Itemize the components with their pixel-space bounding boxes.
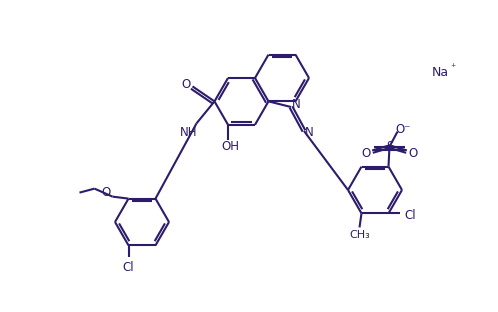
Text: O: O bbox=[361, 147, 370, 160]
Text: O: O bbox=[181, 78, 190, 91]
Text: O: O bbox=[409, 147, 418, 160]
Text: S: S bbox=[386, 140, 393, 153]
Text: N: N bbox=[292, 99, 300, 111]
Text: O: O bbox=[101, 186, 110, 199]
Text: Cl: Cl bbox=[123, 261, 134, 274]
Text: OH: OH bbox=[221, 140, 239, 153]
Text: NH: NH bbox=[180, 126, 197, 139]
Text: N: N bbox=[305, 126, 313, 139]
Text: ⁺: ⁺ bbox=[450, 63, 456, 73]
Text: Cl: Cl bbox=[405, 209, 416, 222]
Text: O⁻: O⁻ bbox=[396, 123, 411, 136]
Text: Na: Na bbox=[431, 66, 449, 79]
Text: CH₃: CH₃ bbox=[349, 230, 370, 240]
